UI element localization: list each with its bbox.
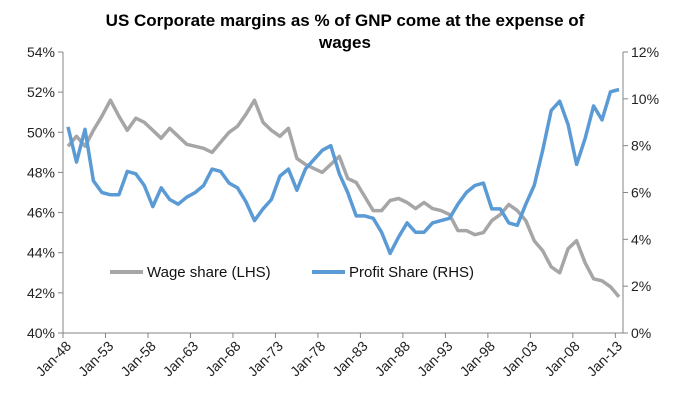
x-tick-label: Jan-98 xyxy=(456,338,498,380)
chart-title-line-1: US Corporate margins as % of GNP come at… xyxy=(106,11,585,30)
right-tick-label: 8% xyxy=(631,138,651,154)
x-tick-label: Jan-83 xyxy=(329,338,371,380)
x-tick-label: Jan-78 xyxy=(287,338,329,380)
right-tick-label: 12% xyxy=(631,44,659,60)
x-tick-label: Jan-48 xyxy=(33,338,75,380)
left-tick-label: 50% xyxy=(27,124,55,140)
chart-title-line-2: wages xyxy=(318,33,371,52)
x-tick-label: Jan-93 xyxy=(414,338,456,380)
left-tick-label: 46% xyxy=(27,205,55,221)
left-tick-label: 48% xyxy=(27,164,55,180)
right-tick-label: 0% xyxy=(631,325,651,341)
x-tick-label: Jan-13 xyxy=(584,338,626,380)
wage-share-line xyxy=(66,98,621,299)
right-tick-label: 6% xyxy=(631,185,651,201)
x-tick-label: Jan-68 xyxy=(202,338,244,380)
x-tick-label: Jan-88 xyxy=(372,338,414,380)
x-tick-label: Jan-03 xyxy=(499,338,541,380)
x-tick-label: Jan-58 xyxy=(117,338,159,380)
profit-share-line xyxy=(66,87,620,256)
left-tick-label: 44% xyxy=(27,245,55,261)
x-tick-label: Jan-53 xyxy=(75,338,117,380)
x-tick-label: Jan-63 xyxy=(160,338,202,380)
left-tick-label: 42% xyxy=(27,285,55,301)
right-tick-label: 2% xyxy=(631,278,651,294)
left-tick-label: 52% xyxy=(27,84,55,100)
right-tick-label: 4% xyxy=(631,231,651,247)
x-tick-label: Jan-08 xyxy=(541,338,583,380)
left-tick-label: 54% xyxy=(27,44,55,60)
x-tick-label: Jan-73 xyxy=(244,338,286,380)
right-tick-label: 10% xyxy=(631,91,659,107)
legend: Wage share (LHS) Profit Share (RHS) xyxy=(110,264,474,281)
left-tick-label: 40% xyxy=(27,325,55,341)
legend-label-wage: Wage share (LHS) xyxy=(147,264,271,281)
legend-label-profit: Profit Share (RHS) xyxy=(349,264,474,281)
